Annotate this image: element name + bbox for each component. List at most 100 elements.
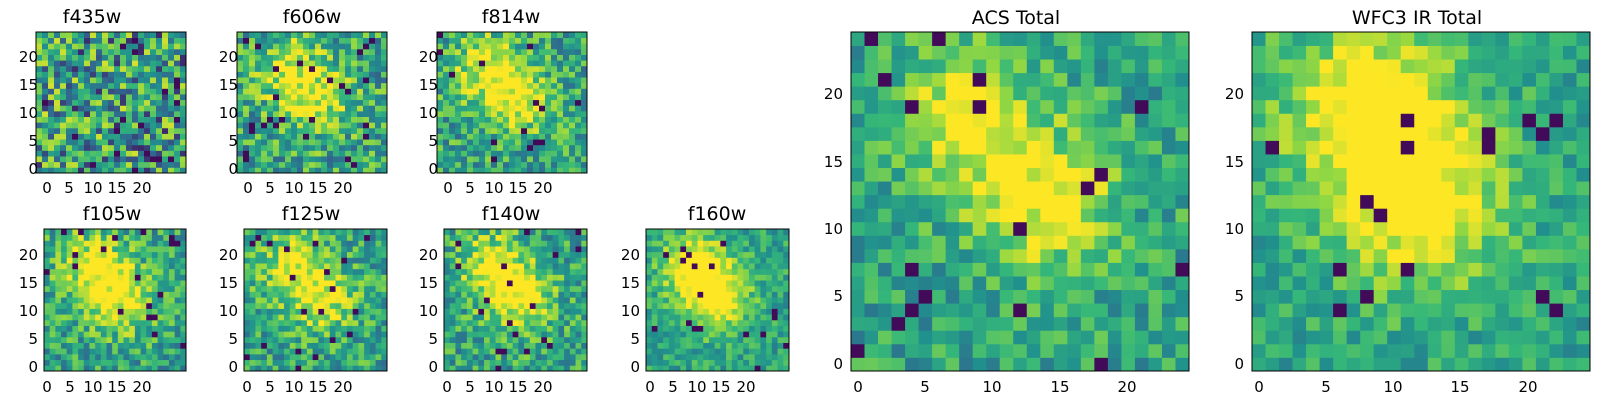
heatmap-cell — [444, 348, 451, 355]
heatmap-cell — [771, 359, 778, 366]
heatmap-cell — [174, 353, 181, 361]
heatmap-cell — [66, 342, 73, 349]
heatmap-cell — [369, 240, 376, 247]
heatmap-cell — [102, 48, 109, 55]
heatmap-cell — [120, 37, 127, 44]
heatmap-cell — [495, 268, 502, 275]
heatmap-cell — [581, 99, 588, 106]
heatmap-cell — [527, 144, 534, 151]
heatmap-cell — [95, 257, 102, 264]
heatmap-cell — [84, 122, 91, 129]
heatmap-cell — [273, 60, 280, 67]
heatmap-cell — [327, 127, 334, 134]
heatmap-cell — [114, 105, 121, 112]
heatmap-cell — [737, 336, 744, 343]
heatmap-cell — [156, 105, 163, 112]
heatmap-cell — [84, 43, 91, 50]
heatmap-cell — [106, 336, 113, 343]
heatmap-cell — [864, 235, 879, 250]
heatmap-cell — [180, 280, 187, 287]
heatmap-cell — [318, 240, 325, 247]
heatmap-cell — [515, 127, 522, 134]
heatmap-cell — [552, 325, 559, 332]
heatmap-cell — [168, 342, 176, 349]
heatmap-cell — [1161, 357, 1176, 372]
heatmap-cell — [1080, 99, 1095, 114]
heatmap-cell — [180, 37, 187, 44]
heatmap-cell — [455, 285, 462, 292]
heatmap-cell — [878, 113, 892, 128]
heatmap-cell — [243, 48, 250, 55]
heatmap-cell — [491, 60, 498, 67]
y-tick-labels: 0 5 10 15 20 — [19, 48, 38, 178]
heatmap-cell — [267, 94, 274, 101]
heatmap-cell — [364, 359, 371, 366]
heatmap-cell — [44, 280, 51, 287]
heatmap-cell — [703, 280, 710, 287]
heatmap-cell — [363, 77, 370, 84]
heatmap-cell — [309, 82, 316, 89]
heatmap-cell — [743, 263, 750, 270]
heatmap-cell — [1080, 316, 1095, 331]
heatmap-cell — [146, 291, 153, 298]
heatmap-cell — [96, 65, 103, 72]
heatmap-cell — [512, 297, 519, 304]
heatmap-cell — [266, 268, 273, 275]
heatmap-cell — [533, 54, 540, 61]
heatmap-cell — [351, 94, 358, 101]
heatmap-cell — [686, 257, 693, 264]
heatmap-cell — [369, 263, 376, 270]
heatmap-cell — [60, 82, 67, 89]
heatmap-cell — [575, 308, 582, 315]
heatmap-cell — [972, 262, 987, 277]
heatmap-cell — [61, 314, 68, 321]
heatmap-cell — [651, 234, 658, 241]
heatmap-cell — [546, 234, 554, 241]
heatmap-cell — [249, 133, 256, 140]
heatmap-cell — [552, 234, 559, 241]
heatmap-cell — [484, 263, 491, 270]
heatmap-cell — [146, 297, 153, 304]
heatmap-cell — [512, 263, 519, 270]
heatmap-cell — [369, 280, 376, 287]
heatmap-cell — [261, 48, 268, 55]
heatmap-cell — [760, 257, 767, 264]
heatmap-cell — [95, 342, 102, 349]
heatmap-cell — [726, 359, 733, 366]
heatmap-cell — [309, 99, 316, 106]
heatmap-cell — [156, 167, 163, 174]
heatmap-cell — [66, 302, 73, 309]
heatmap-cell — [120, 71, 127, 78]
heatmap-cell — [473, 71, 480, 78]
heatmap-cell — [151, 336, 158, 343]
heatmap-cell — [117, 285, 124, 292]
heatmap-cell — [581, 54, 588, 61]
heatmap-cell — [278, 336, 285, 343]
heatmap-cell — [66, 94, 73, 101]
heatmap-cell — [686, 308, 693, 315]
panel-title: f814w — [482, 6, 541, 28]
heatmap-cell — [541, 365, 548, 372]
heatmap-cell — [66, 37, 73, 44]
heatmap-cell — [564, 274, 571, 281]
heatmap-cell — [1040, 167, 1055, 182]
heatmap-cell — [541, 314, 548, 321]
heatmap-cell — [132, 82, 139, 89]
heatmap-cell — [54, 43, 61, 50]
heatmap-cell — [737, 291, 744, 298]
heatmap-cell — [539, 150, 546, 157]
heatmap-cell — [61, 336, 68, 343]
heatmap-cell — [743, 229, 750, 236]
heatmap-cell — [581, 348, 588, 355]
heatmap-cell — [1161, 154, 1176, 168]
heatmap-cell — [663, 280, 670, 287]
heatmap-cell — [972, 235, 987, 250]
heatmap-cell — [489, 302, 496, 309]
heatmap-cell — [163, 268, 170, 275]
heatmap-cell — [748, 342, 756, 349]
heatmap-cell — [674, 359, 681, 366]
heatmap-cell — [726, 331, 733, 338]
heatmap-cell — [78, 297, 85, 304]
heatmap-cell — [174, 331, 181, 338]
heatmap-cell — [668, 365, 675, 372]
